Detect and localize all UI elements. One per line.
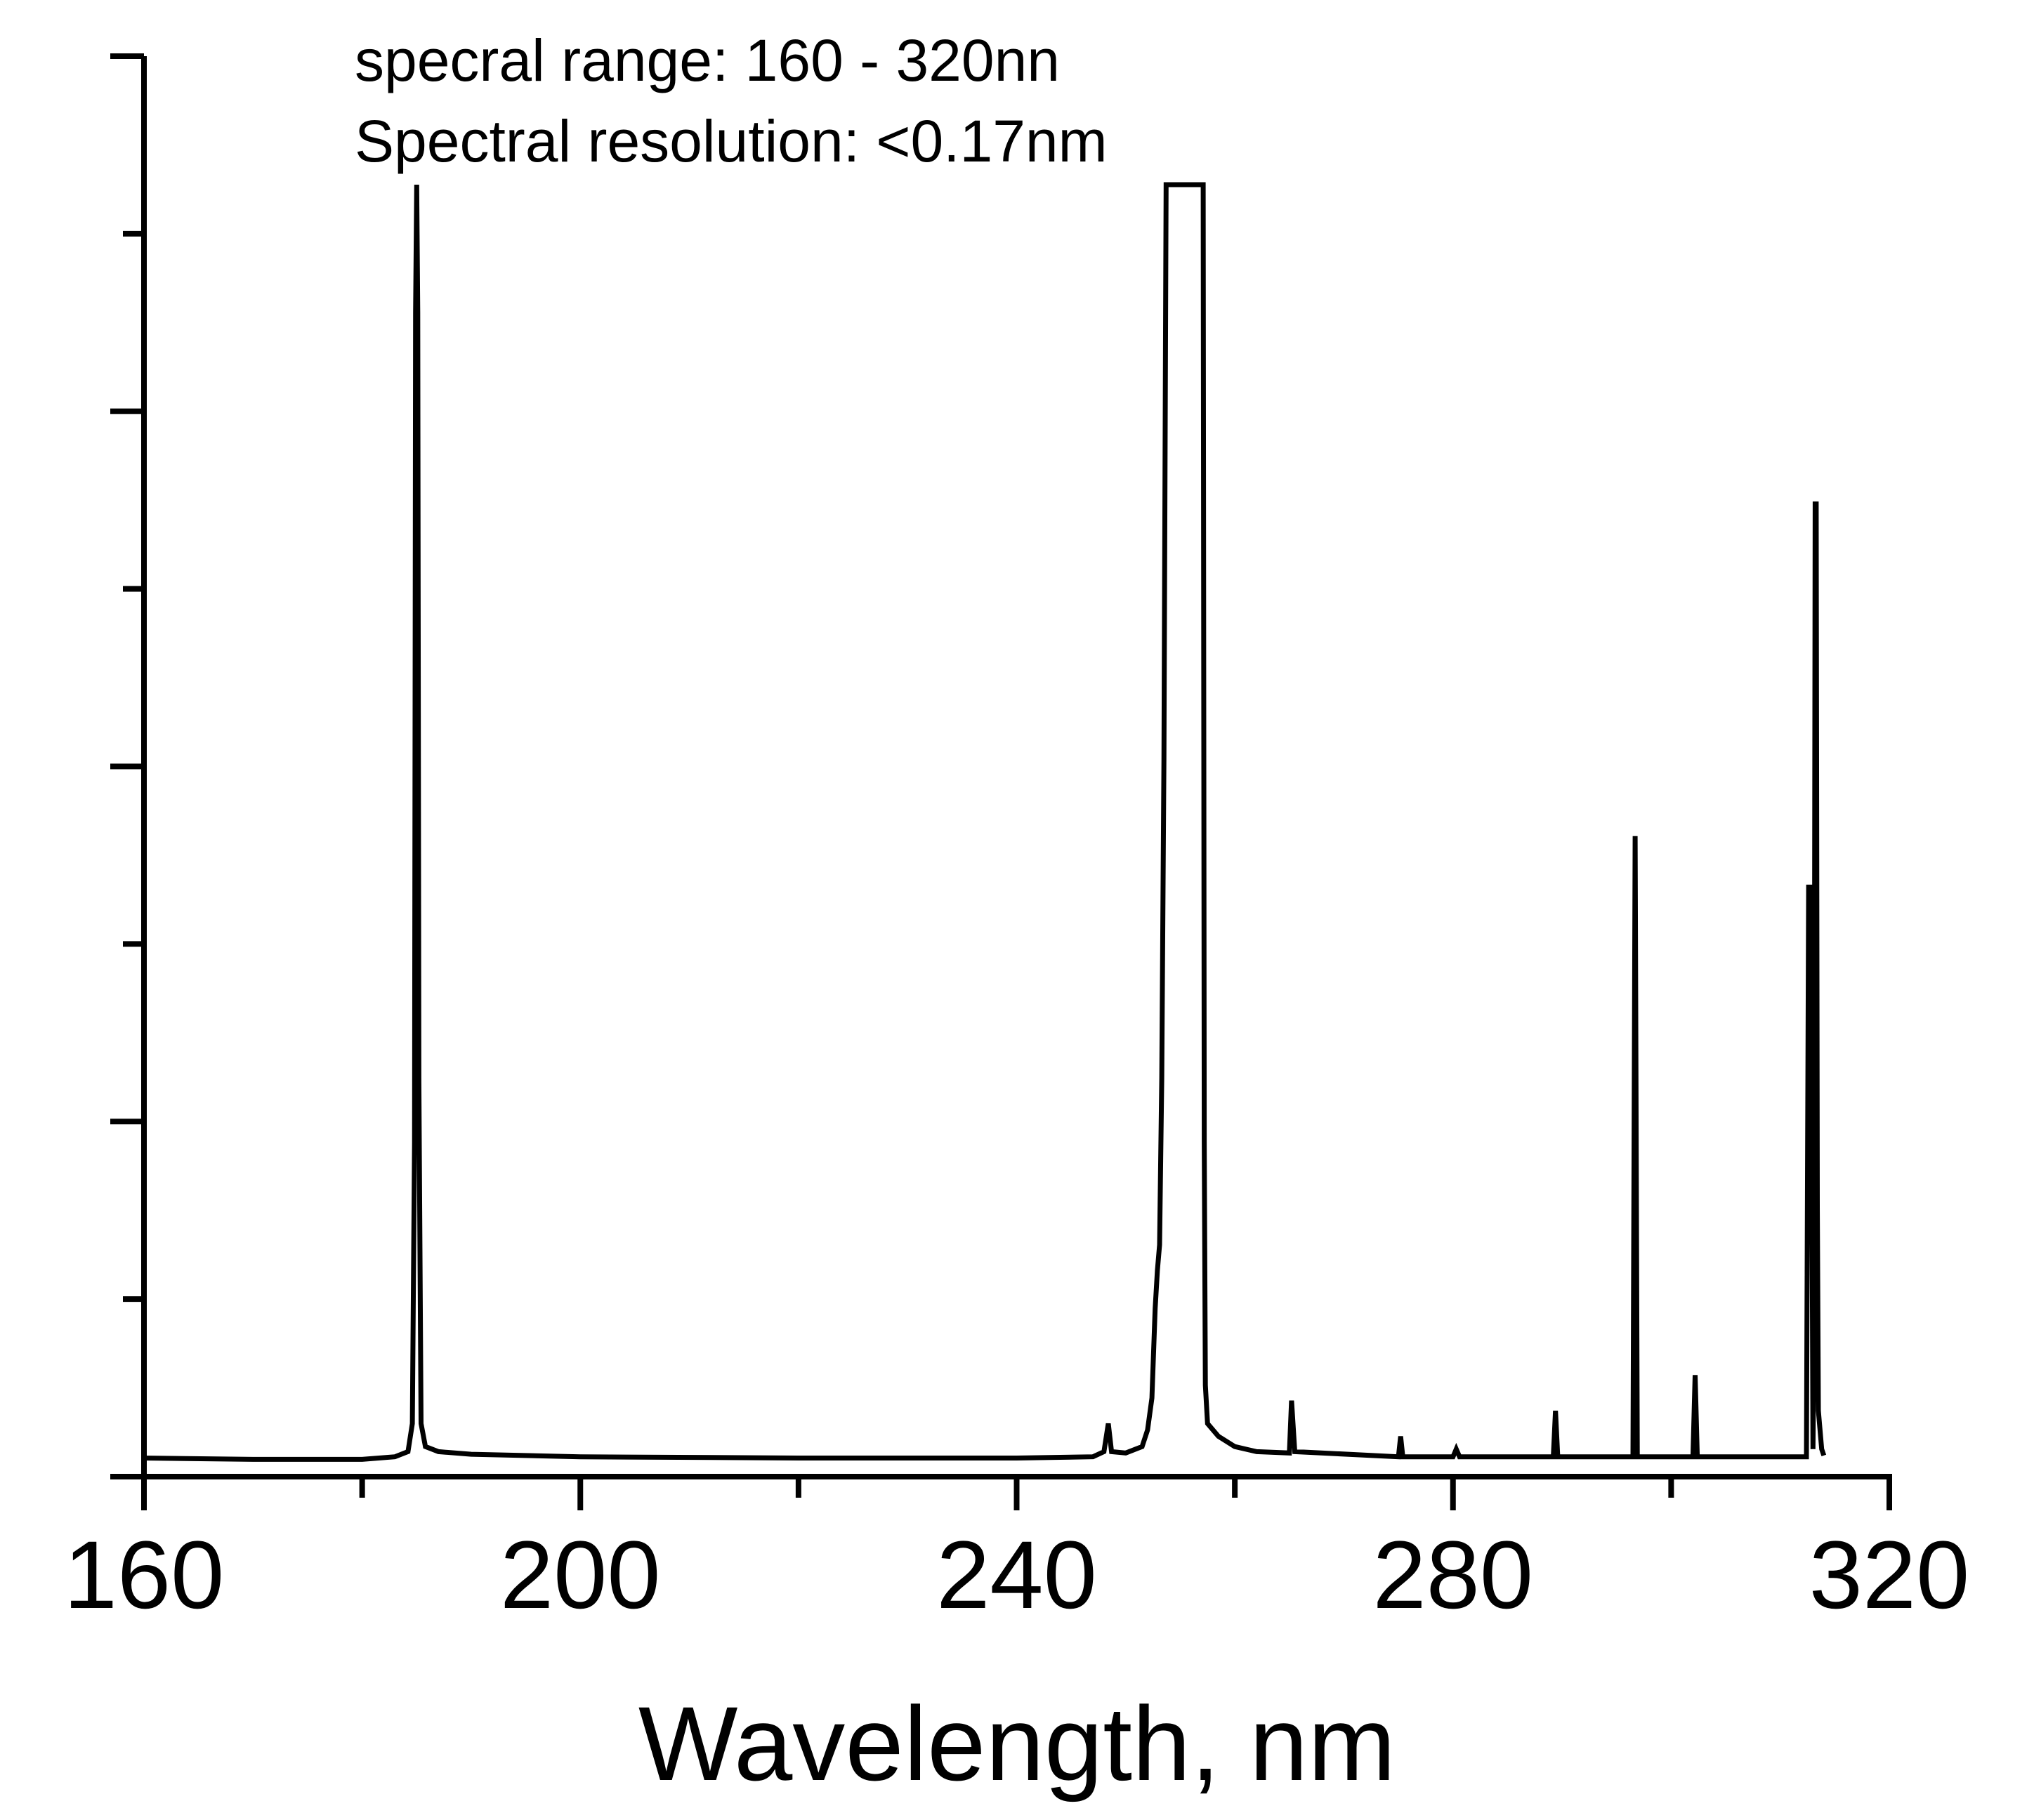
y-axis-ticks [110, 53, 144, 1479]
spectrum-series-line [143, 182, 1827, 1462]
x-tick-label: 160 [64, 1522, 225, 1629]
x-tick-label: 320 [1809, 1522, 1970, 1629]
x-axis-major-ticks [141, 1477, 1892, 1510]
x-axis-tick-labels: 160 200 240 280 320 [64, 1522, 1970, 1629]
x-tick-label: 200 [500, 1522, 661, 1629]
annotation-spectral-resolution: Spectral resolution: <0.17nm [355, 108, 1108, 174]
annotation-spectral-range: specral range: 160 - 320nn [355, 27, 1060, 93]
x-axis-title: Wavelength, nm [638, 1684, 1396, 1802]
x-tick-label: 240 [936, 1522, 1097, 1629]
x-axis-minor-ticks [359, 1477, 1674, 1498]
x-tick-label: 280 [1372, 1522, 1533, 1629]
